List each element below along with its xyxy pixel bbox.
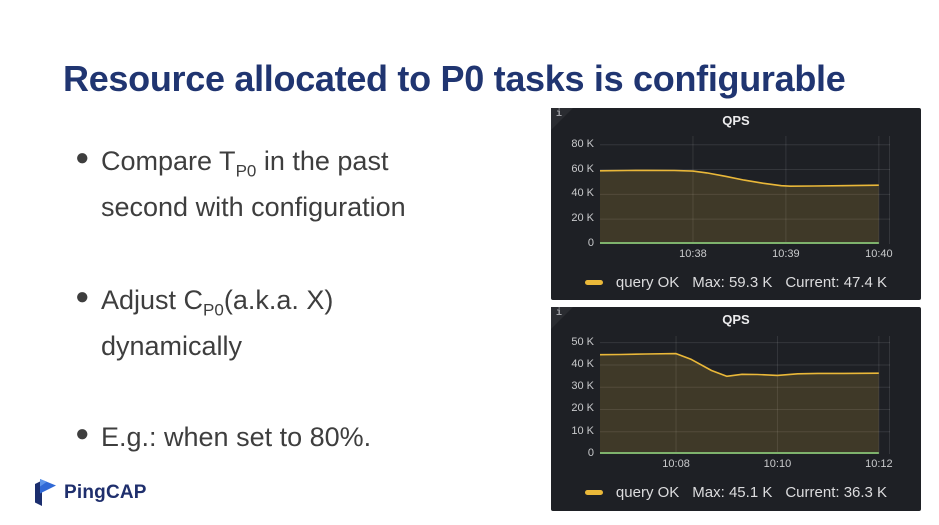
qps-panel-2: i QPS 50 K 40 K 30 K 20 K 10 K 0 10:08 10:10 10…	[551, 307, 921, 511]
y-axis-label: 50 K	[571, 335, 594, 348]
y-axis-label: 80 K	[571, 137, 594, 150]
panel-info-corner	[551, 307, 573, 329]
x-axis-label: 10:12	[865, 458, 893, 470]
bullet-item: ● Compare TP0 in the past second with conf…	[75, 144, 406, 223]
info-icon: i	[556, 308, 563, 319]
legend-swatch-icon	[584, 490, 603, 495]
legend: query OK Max: 59.3 K Current: 47.4 K	[551, 274, 921, 291]
panel-title: QPS	[722, 312, 750, 327]
legend-series-label: query OK	[615, 484, 680, 501]
legend-max-value: Max: 45.1 K	[692, 484, 773, 501]
y-axis-label: 30 K	[571, 380, 594, 393]
y-axis-label: 60 K	[571, 162, 594, 175]
bullet-item: ● E.g.: when set to 80%.	[75, 420, 372, 453]
legend: query OK Max: 45.1 K Current: 36.3 K	[551, 484, 921, 501]
y-axis-label: 0	[587, 447, 594, 459]
y-axis-label: 0	[587, 237, 594, 249]
y-axis-label: 10 K	[571, 424, 594, 437]
x-axis-label: 10:38	[679, 248, 707, 260]
bullet-item: ● Adjust CP0(a.k.a. X) dynamically	[75, 283, 334, 362]
panel-info-corner	[551, 108, 573, 130]
pingcap-logo-icon	[35, 479, 56, 506]
legend-series-label: query OK	[615, 274, 680, 291]
plot-area	[600, 336, 890, 454]
slide-title: Resource allocated to P0 tasks is config…	[63, 58, 846, 99]
panel-title: QPS	[722, 113, 750, 128]
y-axis-label: 40 K	[571, 357, 594, 370]
legend-current-value: Current: 47.4 K	[785, 274, 888, 291]
pingcap-logo: PingCAP	[30, 476, 147, 509]
y-axis-label: 20 K	[571, 402, 594, 415]
bullet-icon: ●	[75, 144, 90, 171]
x-axis-label: 10:40	[865, 248, 893, 260]
qps-chart-1	[600, 136, 890, 244]
y-axis-label: 40 K	[571, 187, 594, 200]
x-axis-label: 10:10	[763, 458, 792, 470]
qps-chart-2	[600, 336, 890, 454]
y-axis-label: 20 K	[571, 212, 594, 225]
bullet-icon: ●	[75, 283, 90, 310]
x-axis-label: 10:39	[772, 248, 800, 260]
bullet-icon: ●	[75, 420, 90, 447]
legend-swatch-icon	[584, 280, 603, 285]
plot-area	[600, 136, 890, 244]
legend-current-value: Current: 36.3 K	[785, 484, 888, 501]
legend-max-value: Max: 59.3 K	[692, 274, 773, 291]
pingcap-logo-text: PingCAP	[64, 481, 147, 503]
x-axis-label: 10:08	[662, 458, 690, 470]
info-icon: i	[556, 109, 563, 120]
